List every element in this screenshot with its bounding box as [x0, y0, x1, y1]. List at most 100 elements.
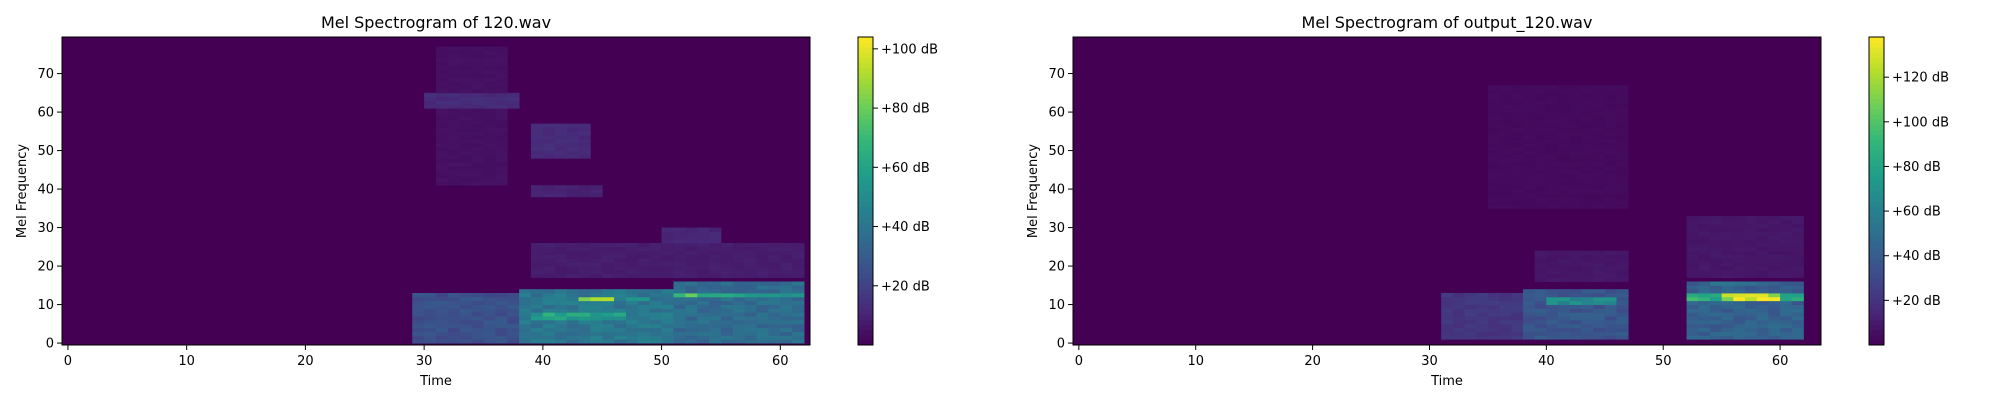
heatmap-cell: [602, 289, 615, 294]
heatmap-cell: [447, 77, 461, 82]
heatmap-cell: [459, 308, 473, 313]
heatmap-cell: [1569, 296, 1582, 302]
colorbar-segment: [1869, 108, 1884, 115]
colorbar-segment: [1869, 114, 1884, 120]
heatmap-cell: [436, 135, 449, 140]
heatmap-cell: [566, 319, 579, 325]
colorbar-segment: [858, 283, 873, 290]
heatmap-cell: [1581, 262, 1594, 267]
heatmap-cell: [1476, 300, 1489, 305]
heatmap-cell: [1452, 327, 1465, 332]
heatmap-cell: [1487, 127, 1500, 132]
heatmap-cell: [1487, 135, 1500, 140]
heatmap-cell: [602, 331, 615, 336]
heatmap-cell: [768, 304, 781, 309]
heatmap-cell: [1569, 185, 1582, 190]
heatmap-cell: [519, 308, 532, 313]
heatmap-cell: [1780, 304, 1793, 309]
heatmap-cell: [1768, 231, 1781, 236]
heatmap-cell: [1593, 85, 1606, 90]
heatmap-cell: [578, 127, 591, 132]
heatmap-cell: [412, 339, 425, 344]
heatmap-cell: [1698, 319, 1711, 325]
heatmap-cell: [1604, 154, 1617, 159]
heatmap-cell: [1487, 123, 1500, 128]
heatmap-cell: [1499, 173, 1512, 178]
heatmap-cell: [1709, 231, 1723, 236]
colorbar-tick-label: +20 dB: [881, 279, 930, 294]
colorbar-segment: [1869, 196, 1884, 202]
heatmap-cell: [1534, 119, 1547, 125]
heatmap-cell: [578, 246, 591, 252]
heatmap-cell: [1452, 331, 1465, 336]
heatmap-cell: [412, 323, 425, 329]
heatmap-cell: [554, 316, 567, 321]
heatmap-cell: [744, 312, 757, 317]
heatmap-cell: [1511, 92, 1524, 98]
heatmap-cell: [649, 273, 662, 279]
heatmap-cell: [554, 146, 567, 151]
heatmap-cell: [1733, 323, 1746, 329]
heatmap-cell: [756, 304, 769, 309]
heatmap-cell: [554, 327, 567, 332]
heatmap-cell: [1604, 104, 1617, 109]
heatmap-cell: [1604, 254, 1617, 259]
heatmap-cell: [471, 65, 484, 71]
heatmap-cell: [792, 327, 805, 332]
heatmap-cell: [637, 323, 651, 329]
heatmap-cell: [1721, 327, 1734, 332]
heatmap-cell: [1721, 269, 1734, 275]
heatmap-cell: [1616, 293, 1629, 298]
heatmap-cell: [578, 185, 591, 190]
heatmap-cell: [1780, 246, 1793, 252]
heatmap-cell: [1721, 331, 1734, 336]
heatmap-cell: [768, 331, 781, 336]
heatmap-cell: [1534, 108, 1547, 113]
heatmap-cell: [1487, 335, 1500, 340]
heatmap-cell: [483, 112, 496, 117]
heatmap-cell: [1733, 327, 1746, 332]
colorbar-segment: [1869, 237, 1884, 243]
heatmap-cell: [685, 300, 698, 305]
heatmap-cell: [1686, 327, 1699, 332]
heatmap-cell: [756, 273, 769, 279]
heatmap-cell: [637, 266, 651, 271]
heatmap-cell: [1616, 300, 1629, 305]
heatmap-cell: [495, 123, 508, 128]
heatmap-cell: [447, 308, 461, 313]
heatmap-cell: [1499, 88, 1512, 94]
heatmap-cell: [614, 254, 627, 259]
heatmap-cell: [1511, 327, 1524, 332]
heatmap-cell: [436, 316, 449, 321]
colorbar-segment: [858, 324, 873, 331]
heatmap-cell: [685, 273, 698, 279]
heatmap-cell: [614, 304, 627, 309]
heatmap-cell: [1616, 192, 1629, 198]
heatmap-cell: [1499, 169, 1512, 175]
colorbar-segment: [858, 268, 873, 274]
heatmap-cell: [614, 296, 627, 302]
heatmap-cell: [483, 131, 496, 136]
heatmap-cell: [578, 300, 591, 305]
heatmap-cell: [1546, 258, 1559, 263]
heatmap-cell: [1791, 216, 1804, 221]
heatmap-cell: [566, 327, 579, 332]
heatmap-cell: [1499, 158, 1512, 163]
heatmap-cell: [447, 62, 461, 67]
heatmap-cell: [1499, 323, 1512, 329]
heatmap-cell: [625, 339, 639, 344]
heatmap-cell: [780, 293, 793, 298]
heatmap-cell: [1558, 319, 1571, 325]
heatmap-cell: [1745, 289, 1758, 294]
heatmap-cell: [732, 289, 746, 294]
heatmap-cell: [1593, 112, 1606, 117]
heatmap-cell: [602, 300, 615, 305]
chart-title-left: Mel Spectrogram of 120.wav: [321, 13, 551, 32]
heatmap-cell: [1569, 158, 1582, 163]
colorbar-segment: [858, 144, 873, 151]
heatmap-cell: [1745, 285, 1758, 290]
heatmap-cell: [471, 300, 484, 305]
heatmap-cell: [1511, 169, 1524, 175]
heatmap-cell: [1487, 293, 1500, 298]
heatmap-cell: [1698, 266, 1711, 271]
